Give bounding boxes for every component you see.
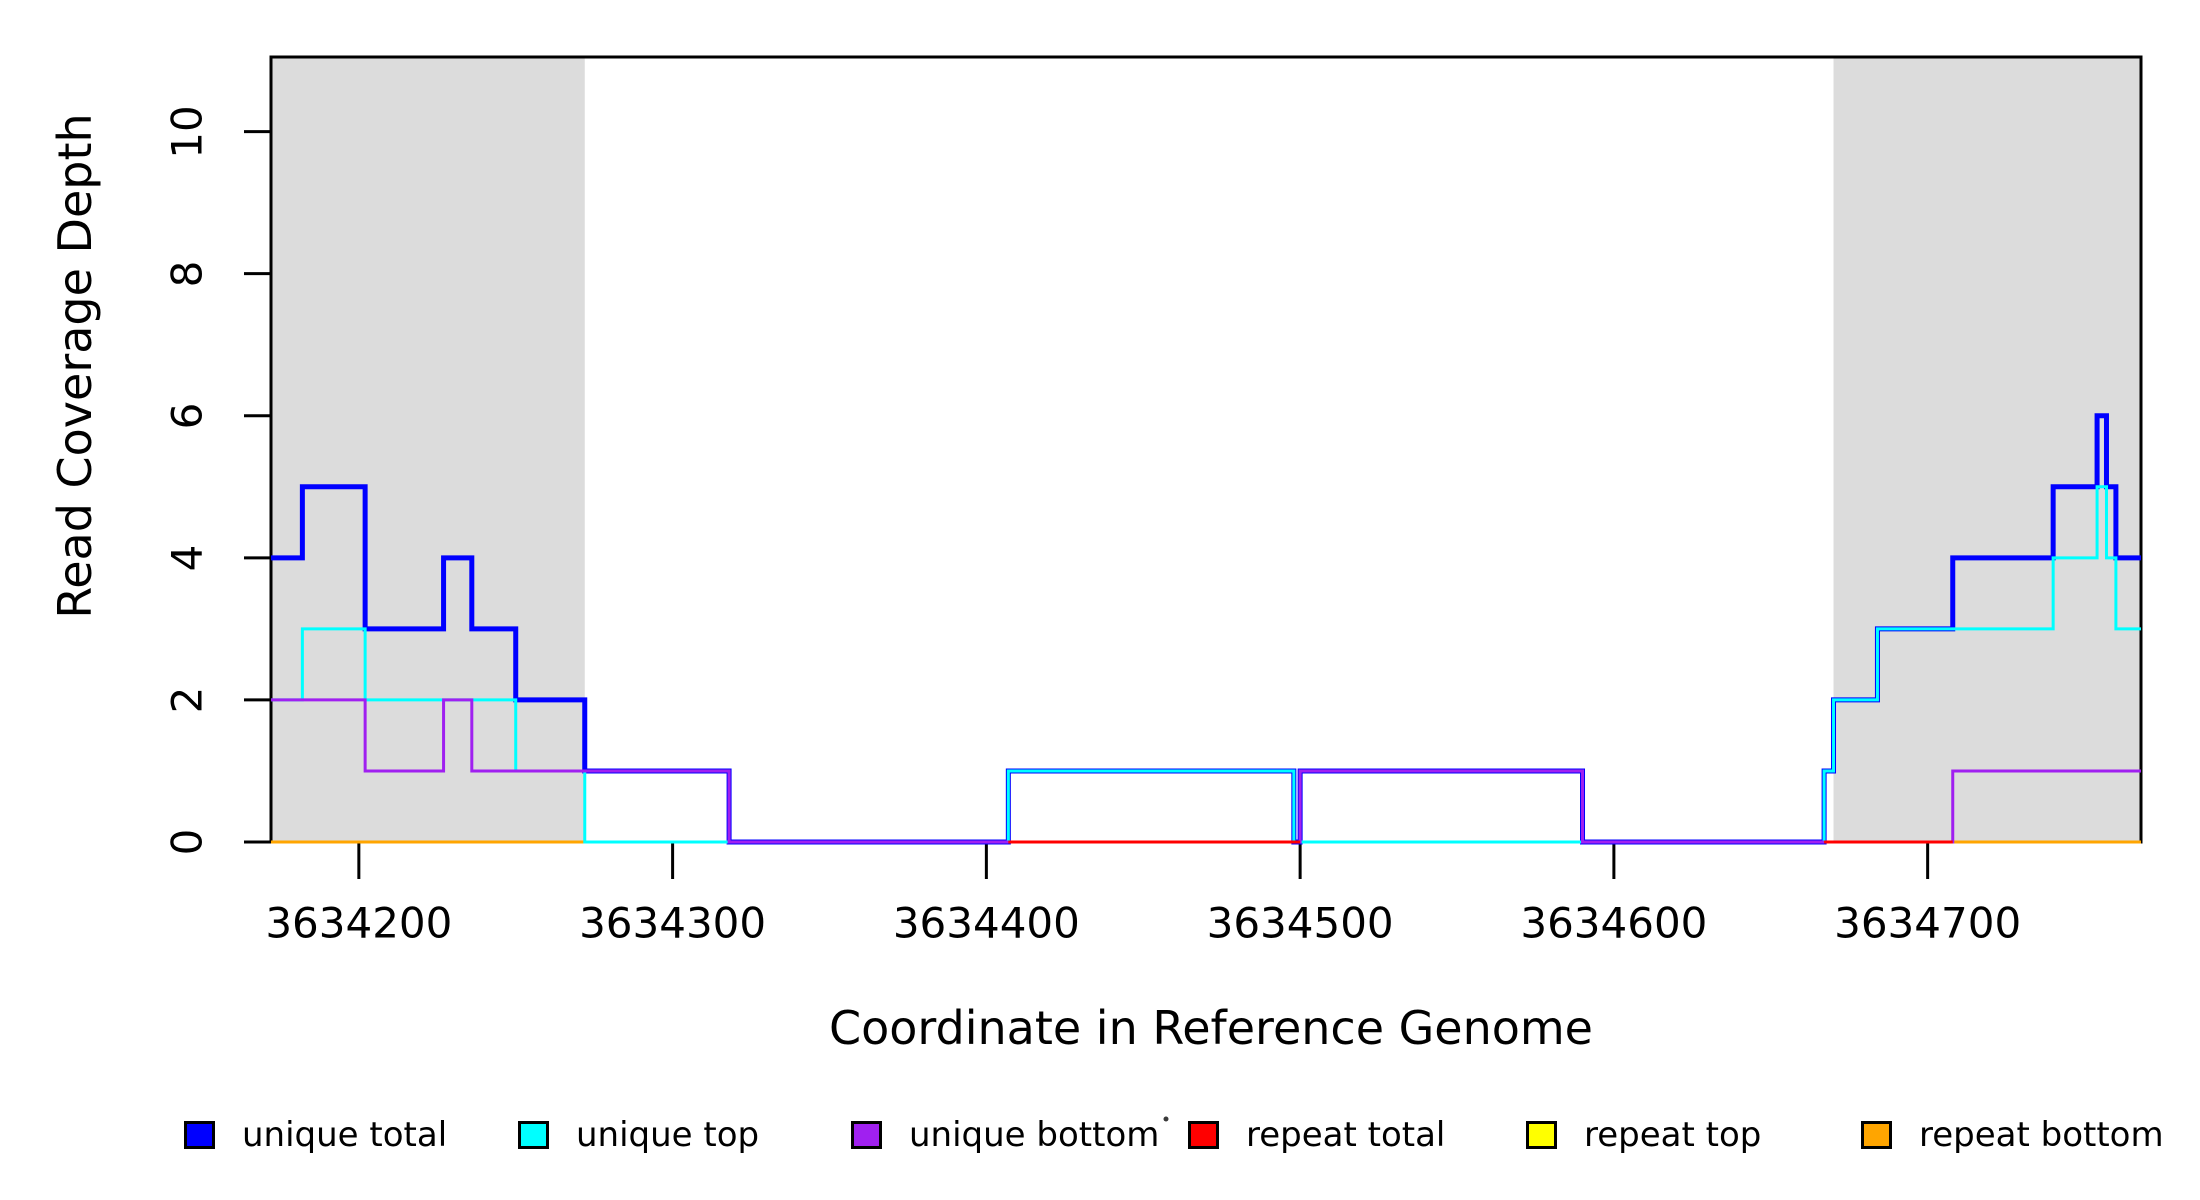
x-axis-title: Coordinate in Reference Genome: [829, 1001, 1593, 1055]
x-tick-label: 3634200: [265, 898, 453, 948]
y-tick-label: 2: [162, 686, 212, 714]
repeat-region-left: [271, 57, 585, 842]
legend-swatch-icon: [1861, 1121, 1892, 1149]
legend-swatch-icon: [1526, 1121, 1557, 1149]
legend-label: unique total: [242, 1115, 448, 1155]
x-tick-label: 3634500: [1206, 898, 1394, 948]
series-unique-bottom: [271, 698, 2141, 844]
y-axis-title: Read Coverage Depth: [48, 113, 102, 619]
legend-swatch-icon: [518, 1121, 549, 1149]
y-tick-label: 6: [162, 402, 212, 430]
y-tick-label: 8: [162, 260, 212, 288]
x-tick-label: 3634300: [579, 898, 767, 948]
legend-label: repeat bottom: [1919, 1115, 2164, 1155]
legend-swatch-icon: [1188, 1121, 1219, 1149]
legend-item-repeat-total: repeat total: [1188, 1115, 1446, 1155]
legend-label: unique top: [576, 1115, 760, 1155]
legend-item-unique-total: unique total: [184, 1115, 448, 1155]
series-unique-top: [271, 485, 2141, 844]
legend-item-unique-bottom: unique bottom: [851, 1115, 1160, 1155]
x-tick-label: 3634400: [892, 898, 1080, 948]
repeat-region-right: [1833, 57, 2141, 842]
legend-swatch-icon: [184, 1121, 215, 1149]
y-tick-label: 10: [162, 104, 212, 159]
x-tick-label: 3634600: [1520, 898, 1708, 948]
legend-item-repeat-top: repeat top: [1526, 1115, 1762, 1155]
y-tick-label: 0: [162, 828, 212, 856]
x-tick-label: 3634700: [1834, 898, 2022, 948]
legend-label: repeat top: [1584, 1115, 1762, 1155]
legend-swatch-icon: [851, 1121, 882, 1149]
legend-label: unique bottom: [909, 1115, 1160, 1155]
legend-label: repeat total: [1246, 1115, 1446, 1155]
legend-item-repeat-bottom: repeat bottom: [1861, 1115, 2164, 1155]
y-tick-label: 4: [162, 544, 212, 572]
stray-dot-artifact: [1163, 1116, 1169, 1122]
legend-item-unique-top: unique top: [518, 1115, 760, 1155]
